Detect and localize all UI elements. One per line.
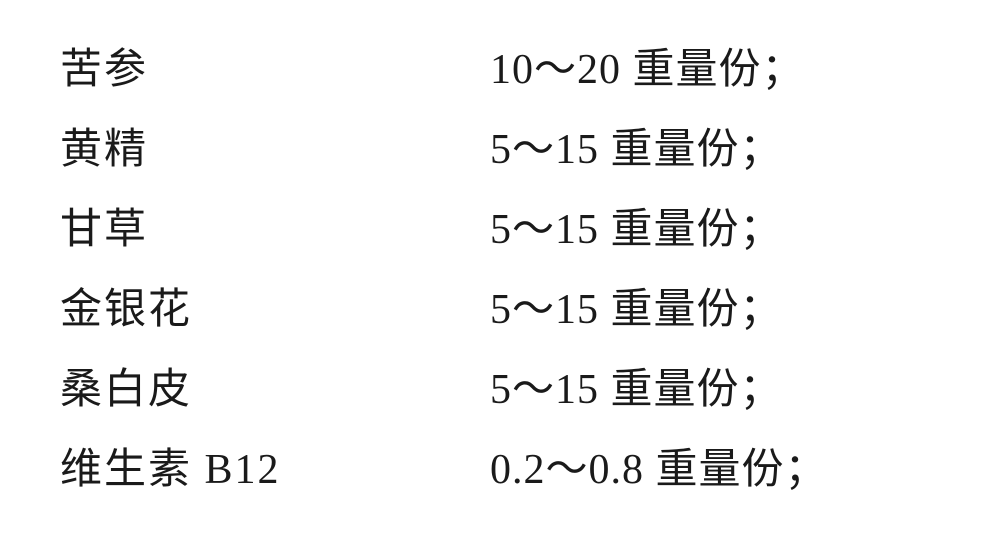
- ingredient-name: 金银花: [60, 270, 490, 350]
- ingredient-name: 黄精: [60, 110, 490, 190]
- table-row: 桑白皮 5～15 重量份；: [60, 350, 940, 430]
- ingredient-name: 维生素 B12: [60, 430, 490, 510]
- table-row: 维生素 B12 0.2～0.8 重量份；: [60, 430, 940, 510]
- table-row: 黄精 5～15 重量份；: [60, 110, 940, 190]
- table-row: 苦参 10～20 重量份；: [60, 30, 940, 110]
- ingredient-amount: 5～15 重量份；: [490, 350, 783, 430]
- ingredient-amount: 5～15 重量份；: [490, 270, 783, 350]
- ingredient-name: 苦参: [60, 30, 490, 110]
- table-row: 金银花 5～15 重量份；: [60, 270, 940, 350]
- table-row: 甘草 5～15 重量份；: [60, 190, 940, 270]
- ingredient-amount: 10～20 重量份；: [490, 30, 805, 110]
- ingredient-amount: 5～15 重量份；: [490, 110, 783, 190]
- ingredient-amount: 5～15 重量份；: [490, 190, 783, 270]
- ingredient-name: 桑白皮: [60, 350, 490, 430]
- ingredient-table: 苦参 10～20 重量份； 黄精 5～15 重量份； 甘草 5～15 重量份； …: [0, 0, 1000, 540]
- ingredient-name: 甘草: [60, 190, 490, 270]
- ingredient-amount: 0.2～0.8 重量份；: [490, 430, 828, 510]
